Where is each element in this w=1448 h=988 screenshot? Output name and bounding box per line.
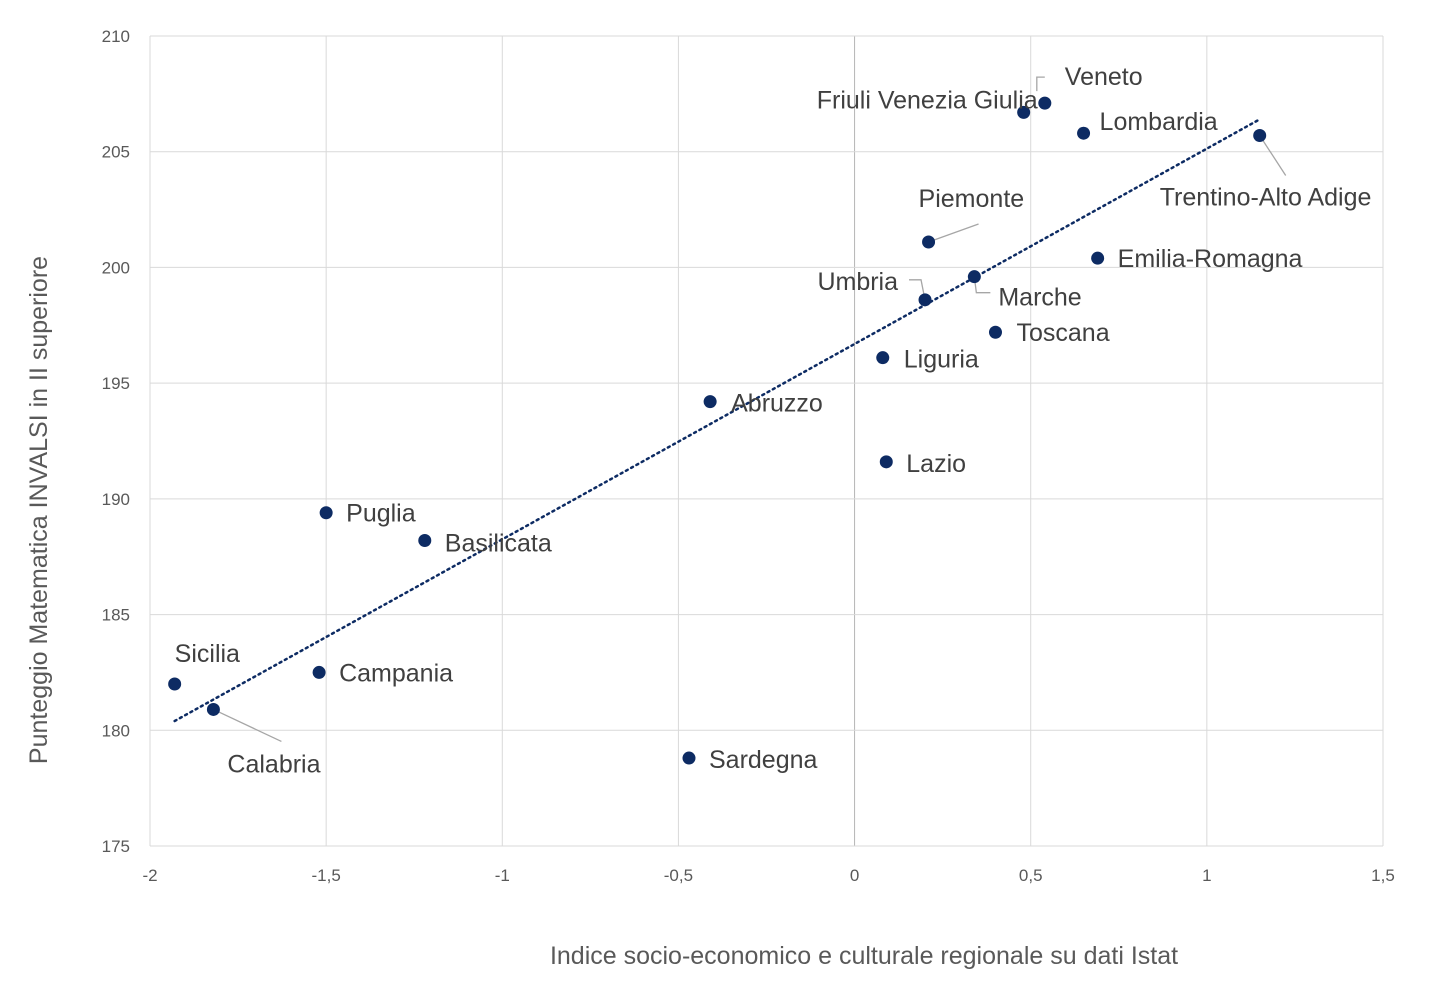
data-label: Lombardia (1100, 108, 1218, 136)
data-point (682, 751, 696, 765)
x-tick-label: 0,5 (1019, 866, 1043, 885)
y-axis-title: Punteggio Matematica INVALSI in II super… (25, 256, 53, 764)
data-label: Sicilia (175, 640, 240, 668)
y-tick-label: 195 (102, 374, 130, 393)
y-tick-label: 190 (102, 490, 130, 509)
data-label: Piemonte (919, 185, 1025, 213)
y-tick-label: 180 (102, 721, 130, 740)
leader-line (909, 279, 926, 300)
data-point (879, 455, 893, 469)
data-point (1077, 126, 1091, 140)
x-tick-label: -2 (142, 866, 157, 885)
data-label: Basilicata (445, 530, 552, 558)
x-tick-label: -0,5 (664, 866, 693, 885)
axis-ticks: -2 -1,5 -1 -0,5 0 0,5 1 1,5 175 180 185 190 195 200 20… (102, 27, 1395, 885)
data-label: Umbria (817, 268, 898, 296)
data-points (168, 96, 1267, 765)
x-tick-label: -1,5 (311, 866, 340, 885)
data-label: Puglia (346, 500, 416, 528)
data-point (418, 534, 432, 548)
data-point (1091, 251, 1105, 265)
data-label: Trentino-Alto Adige (1160, 184, 1372, 212)
x-tick-label: 0 (850, 866, 859, 885)
y-tick-label: 210 (102, 27, 130, 46)
data-point (988, 325, 1002, 339)
x-tick-label: 1,5 (1371, 866, 1395, 885)
y-tick-label: 200 (102, 258, 130, 277)
data-point (703, 395, 717, 409)
data-point (918, 293, 932, 307)
point-labels: Veneto Friuli Venezia Giulia Lombardia Tren… (175, 63, 1372, 778)
data-label: Lazio (906, 450, 966, 478)
y-tick-label: 185 (102, 606, 130, 625)
data-label: Calabria (227, 750, 320, 778)
data-label: Veneto (1065, 63, 1143, 91)
data-label: Abruzzo (731, 390, 823, 418)
data-point (319, 506, 333, 520)
data-label: Toscana (1016, 319, 1109, 347)
leader-line (213, 708, 282, 743)
leader-line (1036, 76, 1045, 92)
data-label: Friuli Venezia Giulia (817, 86, 1038, 114)
data-label: Campania (339, 659, 453, 687)
data-point (967, 270, 981, 284)
data-label: Liguria (904, 346, 979, 374)
data-point (876, 351, 890, 365)
data-point (1017, 105, 1031, 119)
x-axis-title: Indice socio-economico e culturale regio… (550, 942, 1178, 970)
x-tick-label: -1 (495, 866, 510, 885)
data-point (922, 235, 936, 249)
data-point (1038, 96, 1052, 110)
leader-line (928, 223, 979, 243)
data-point (1253, 129, 1267, 143)
trendline (173, 118, 1261, 723)
y-tick-label: 175 (102, 837, 130, 856)
leader-lines (213, 76, 1287, 743)
gridlines (149, 35, 1384, 847)
data-label: Marche (998, 284, 1081, 312)
data-label: Emilia-Romagna (1118, 245, 1303, 273)
data-point (312, 665, 326, 679)
data-label: Sardegna (709, 746, 818, 774)
trendline-group (173, 118, 1261, 723)
leader-line (1259, 135, 1287, 176)
data-point (168, 677, 182, 691)
x-tick-label: 1 (1202, 866, 1211, 885)
data-point (206, 702, 220, 716)
y-tick-label: 205 (102, 143, 130, 162)
